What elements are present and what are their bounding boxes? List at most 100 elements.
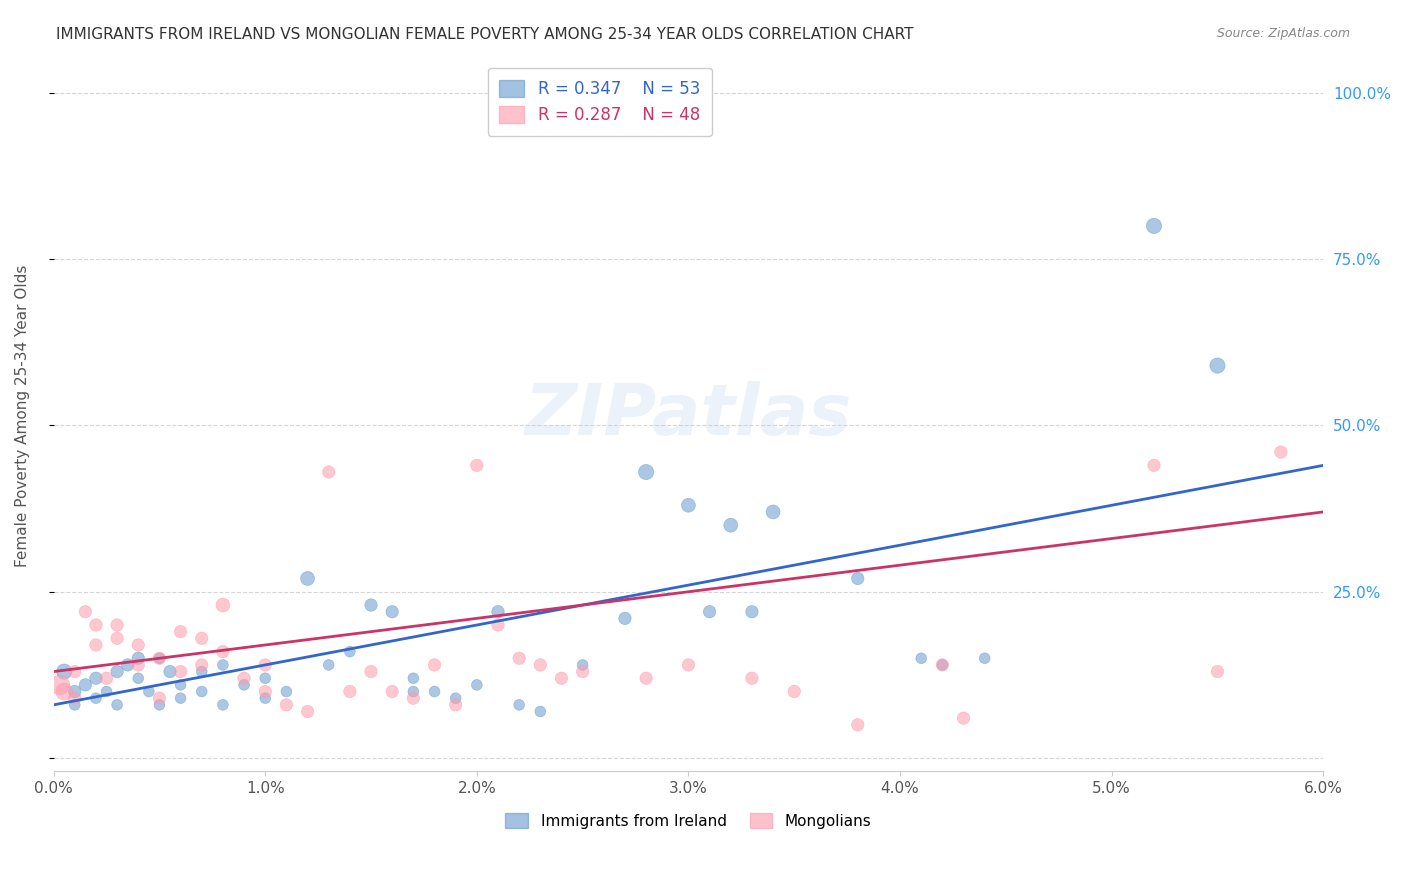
Point	[276, 698, 298, 712]
Point	[381, 684, 404, 698]
Point	[63, 691, 86, 706]
Point	[486, 618, 509, 632]
Point	[571, 665, 593, 679]
Point	[931, 657, 953, 672]
Point	[148, 698, 170, 712]
Point	[190, 684, 212, 698]
Point	[276, 684, 298, 698]
Text: Source: ZipAtlas.com: Source: ZipAtlas.com	[1216, 27, 1350, 40]
Point	[84, 638, 107, 652]
Point	[762, 505, 785, 519]
Point	[423, 657, 446, 672]
Text: ZIPatlas: ZIPatlas	[524, 381, 852, 450]
Point	[508, 651, 530, 665]
Point	[783, 684, 806, 698]
Point	[49, 678, 72, 692]
Point	[169, 665, 191, 679]
Point	[169, 691, 191, 706]
Point	[63, 698, 86, 712]
Point	[169, 624, 191, 639]
Point	[720, 518, 742, 533]
Point	[910, 651, 932, 665]
Point	[973, 651, 995, 665]
Point	[127, 638, 149, 652]
Point	[402, 691, 425, 706]
Point	[254, 691, 277, 706]
Point	[423, 684, 446, 698]
Point	[53, 684, 76, 698]
Point	[105, 618, 128, 632]
Point	[117, 657, 139, 672]
Point	[636, 671, 658, 685]
Point	[678, 498, 700, 512]
Point	[1143, 219, 1166, 233]
Point	[75, 678, 97, 692]
Point	[339, 684, 361, 698]
Point	[254, 657, 277, 672]
Point	[613, 611, 636, 625]
Point	[486, 605, 509, 619]
Point	[159, 665, 181, 679]
Point	[212, 698, 235, 712]
Point	[148, 651, 170, 665]
Point	[465, 678, 488, 692]
Point	[1143, 458, 1166, 473]
Point	[75, 605, 97, 619]
Point	[444, 691, 467, 706]
Point	[402, 684, 425, 698]
Point	[105, 698, 128, 712]
Point	[741, 671, 763, 685]
Point	[402, 671, 425, 685]
Point	[190, 657, 212, 672]
Point	[741, 605, 763, 619]
Point	[360, 598, 382, 612]
Point	[127, 651, 149, 665]
Point	[148, 651, 170, 665]
Point	[339, 645, 361, 659]
Point	[190, 665, 212, 679]
Point	[254, 671, 277, 685]
Text: IMMIGRANTS FROM IRELAND VS MONGOLIAN FEMALE POVERTY AMONG 25-34 YEAR OLDS CORREL: IMMIGRANTS FROM IRELAND VS MONGOLIAN FEM…	[56, 27, 914, 42]
Point	[381, 605, 404, 619]
Legend: Immigrants from Ireland, Mongolians: Immigrants from Ireland, Mongolians	[499, 806, 877, 835]
Point	[846, 718, 869, 732]
Point	[360, 665, 382, 679]
Point	[84, 618, 107, 632]
Point	[318, 465, 340, 479]
Point	[318, 657, 340, 672]
Point	[846, 571, 869, 585]
Point	[636, 465, 658, 479]
Point	[254, 684, 277, 698]
Point	[148, 691, 170, 706]
Point	[127, 671, 149, 685]
Point	[529, 705, 551, 719]
Point	[233, 678, 256, 692]
Point	[1206, 359, 1229, 373]
Point	[105, 665, 128, 679]
Point	[63, 665, 86, 679]
Point	[952, 711, 974, 725]
Point	[96, 684, 118, 698]
Point	[1206, 665, 1229, 679]
Point	[465, 458, 488, 473]
Point	[931, 657, 953, 672]
Point	[508, 698, 530, 712]
Point	[212, 657, 235, 672]
Point	[529, 657, 551, 672]
Point	[550, 671, 572, 685]
Point	[233, 671, 256, 685]
Point	[84, 671, 107, 685]
Point	[1270, 445, 1292, 459]
Point	[96, 671, 118, 685]
Point	[444, 698, 467, 712]
Y-axis label: Female Poverty Among 25-34 Year Olds: Female Poverty Among 25-34 Year Olds	[15, 264, 30, 566]
Point	[212, 598, 235, 612]
Point	[571, 657, 593, 672]
Point	[297, 705, 319, 719]
Point	[169, 678, 191, 692]
Point	[105, 632, 128, 646]
Point	[63, 684, 86, 698]
Point	[212, 645, 235, 659]
Point	[84, 691, 107, 706]
Point	[53, 665, 76, 679]
